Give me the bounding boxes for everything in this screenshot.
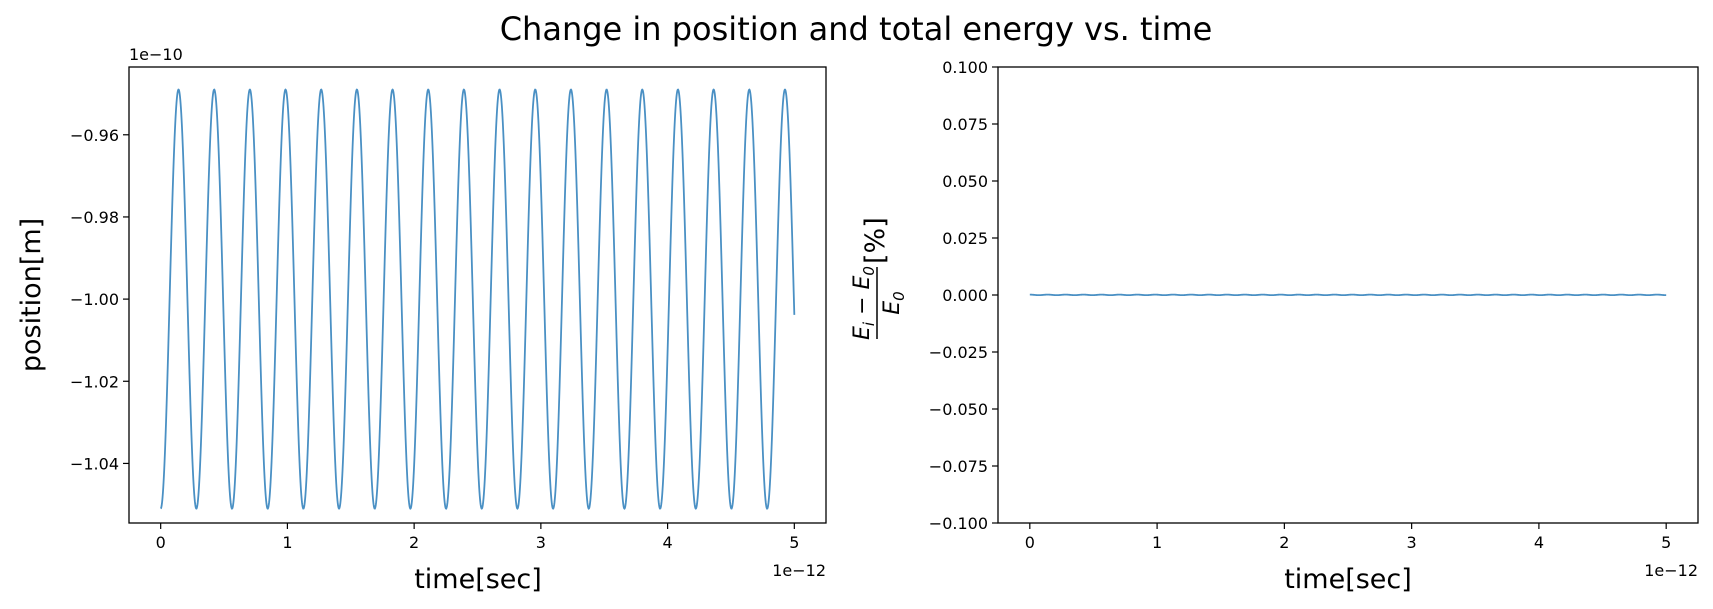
ylabel-unit: [%] xyxy=(860,217,891,264)
energy-y-axis-label: Ei − E0 E0 [%] xyxy=(850,217,908,340)
y-tick-label: −0.025 xyxy=(929,343,988,362)
series-line-0 xyxy=(1029,293,1667,297)
position-x-offset-label: 1e−12 xyxy=(772,561,826,580)
position-series xyxy=(160,88,796,510)
y-tick-label: 0.100 xyxy=(942,58,988,77)
x-tick-label: 4 xyxy=(662,533,672,552)
energy-x-axis-label: time[sec] xyxy=(1284,564,1412,595)
figure-title: Change in position and total energy vs. … xyxy=(500,10,1213,48)
series-line-0 xyxy=(160,88,796,510)
svg-text:E0: E0 xyxy=(880,291,908,314)
x-tick-label: 2 xyxy=(409,533,419,552)
x-tick-label: 3 xyxy=(536,533,546,552)
ylabel-numerator-e0: E xyxy=(850,275,875,289)
energy-series xyxy=(1029,293,1667,297)
energy-y-ticks: −0.100 −0.075 −0.050 −0.025 0.000 0.025 0.050 0… xyxy=(929,58,998,533)
x-tick-label: 1 xyxy=(1152,533,1162,552)
y-tick-label: 0.025 xyxy=(942,229,988,248)
ylabel-numerator-e: E xyxy=(850,326,875,340)
position-y-axis-label: position[m] xyxy=(16,218,47,372)
energy-x-ticks: 0 1 2 3 4 5 xyxy=(1025,523,1671,552)
y-tick-label: 0.000 xyxy=(942,286,988,305)
x-tick-label: 1 xyxy=(282,533,292,552)
y-tick-label: 0.050 xyxy=(942,172,988,191)
x-tick-label: 3 xyxy=(1407,533,1417,552)
y-tick-label: −1.04 xyxy=(70,454,119,473)
ylabel-denominator-sub-0: 0 xyxy=(890,291,908,301)
y-tick-label: −1.02 xyxy=(70,372,119,391)
x-tick-label: 0 xyxy=(156,533,166,552)
x-tick-label: 5 xyxy=(789,533,799,552)
position-x-ticks: 0 1 2 3 4 5 xyxy=(156,523,799,552)
ylabel-numerator-sub-i: i xyxy=(860,321,878,326)
energy-x-offset-label: 1e−12 xyxy=(1644,561,1698,580)
y-tick-label: −0.075 xyxy=(929,457,988,476)
y-tick-label: 0.075 xyxy=(942,115,988,134)
y-tick-label: −0.100 xyxy=(929,514,988,533)
x-tick-label: 5 xyxy=(1661,533,1671,552)
position-axes-frame xyxy=(128,66,827,524)
ylabel-denominator-e0: E xyxy=(880,301,905,315)
y-tick-label: −0.96 xyxy=(70,126,119,145)
ylabel-minus: − xyxy=(850,289,875,321)
x-tick-label: 0 xyxy=(1025,533,1035,552)
y-tick-label: −0.050 xyxy=(929,400,988,419)
position-chart: 0 1 2 3 4 5 −1.04 −1.02 −1.00 −0.98 −0.96 1e−12 1… xyxy=(16,45,827,595)
ylabel-numerator-sub-0: 0 xyxy=(860,266,878,276)
x-tick-label: 2 xyxy=(1279,533,1289,552)
position-x-axis-label: time[sec] xyxy=(414,564,542,595)
svg-text:Ei − E0: Ei − E0 xyxy=(850,266,878,340)
y-tick-label: −1.00 xyxy=(70,290,119,309)
position-y-ticks: −1.04 −1.02 −1.00 −0.98 −0.96 xyxy=(70,126,129,473)
position-y-offset-label: 1e−10 xyxy=(129,45,183,64)
x-tick-label: 4 xyxy=(1534,533,1544,552)
y-tick-label: −0.98 xyxy=(70,208,119,227)
